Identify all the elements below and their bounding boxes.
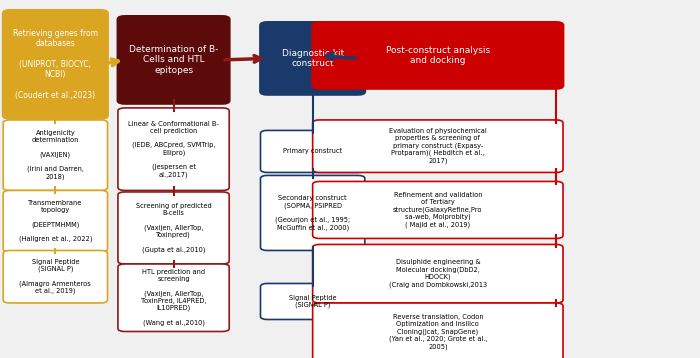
- FancyBboxPatch shape: [313, 303, 563, 358]
- FancyBboxPatch shape: [313, 245, 563, 303]
- Text: Signal Peptide
(SIGNAL P): Signal Peptide (SIGNAL P): [289, 295, 337, 308]
- FancyBboxPatch shape: [260, 23, 365, 95]
- FancyBboxPatch shape: [260, 284, 365, 319]
- FancyBboxPatch shape: [4, 251, 108, 303]
- FancyBboxPatch shape: [118, 192, 229, 264]
- Text: Retrieving genes from
databases

(UNIPROT, BIOCYC,
NCBI)

(Coudert et al.,2023): Retrieving genes from databases (UNIPROT…: [13, 29, 98, 100]
- Text: HTL prediction and
screening

(Vaxijen, AllerTop,
ToxinPred, IL4PRED,
IL10PRED)
: HTL prediction and screening (Vaxijen, A…: [141, 270, 206, 326]
- Text: Post-construct analysis
and docking: Post-construct analysis and docking: [386, 46, 490, 65]
- Text: Disulphide engineering &
Molecular docking(DbD2,
HDOCK)
(Craig and Dombkowski,20: Disulphide engineering & Molecular docki…: [389, 260, 487, 288]
- Text: Screening of predicted
B-cells

(Vaxijen, AllerTop,
Toxinpred)

(Gupta et al.,20: Screening of predicted B-cells (Vaxijen,…: [136, 203, 211, 253]
- Text: Determination of B-
Cells and HTL
epitopes: Determination of B- Cells and HTL epitop…: [129, 45, 218, 75]
- Text: Diagnostic kit
construct: Diagnostic kit construct: [281, 49, 344, 68]
- FancyBboxPatch shape: [118, 264, 229, 332]
- Text: Antigenicity
determination

(VAXIJEN)

(Irini and Darren,
2018): Antigenicity determination (VAXIJEN) (Ir…: [27, 130, 84, 180]
- Text: Transmembrane
topology

(DEEPTMHMM)

(Hallgren et al., 2022): Transmembrane topology (DEEPTMHMM) (Hall…: [19, 200, 92, 242]
- Text: Primary construct: Primary construct: [283, 149, 342, 154]
- Text: Refinement and validation
of Tertiary
structure(GalaxyRefine,Pro
sa-web, Molprob: Refinement and validation of Tertiary st…: [393, 192, 482, 228]
- FancyBboxPatch shape: [4, 10, 108, 118]
- FancyBboxPatch shape: [118, 108, 229, 190]
- Text: Reverse translation, Codon
Optimization and Insilico
Cloning(Jcat, SnapGene)
(Ya: Reverse translation, Codon Optimization …: [389, 314, 487, 350]
- FancyBboxPatch shape: [4, 190, 108, 252]
- FancyBboxPatch shape: [118, 16, 229, 103]
- FancyBboxPatch shape: [313, 120, 563, 173]
- FancyBboxPatch shape: [313, 182, 563, 238]
- FancyBboxPatch shape: [4, 120, 108, 190]
- Text: Secondary construct
(SOPMA, PSIPRED

(Geourjon et al., 1995;
McGuffin et al., 20: Secondary construct (SOPMA, PSIPRED (Geo…: [275, 195, 350, 231]
- FancyBboxPatch shape: [313, 23, 563, 88]
- FancyBboxPatch shape: [260, 130, 365, 173]
- Text: Signal Peptide
(SIGNAL P)

(Almagro Armenteros
et al., 2019): Signal Peptide (SIGNAL P) (Almagro Armen…: [20, 259, 91, 295]
- FancyBboxPatch shape: [260, 175, 365, 251]
- Text: Linear & Conformational B-
cell prediction

(IEDB, ABCpred, SVMTrip,
Ellipro)

(: Linear & Conformational B- cell predicti…: [128, 121, 219, 178]
- Text: Evaluation of physiochemical
properties & screening of
primary construct (Expasy: Evaluation of physiochemical properties …: [389, 129, 486, 164]
